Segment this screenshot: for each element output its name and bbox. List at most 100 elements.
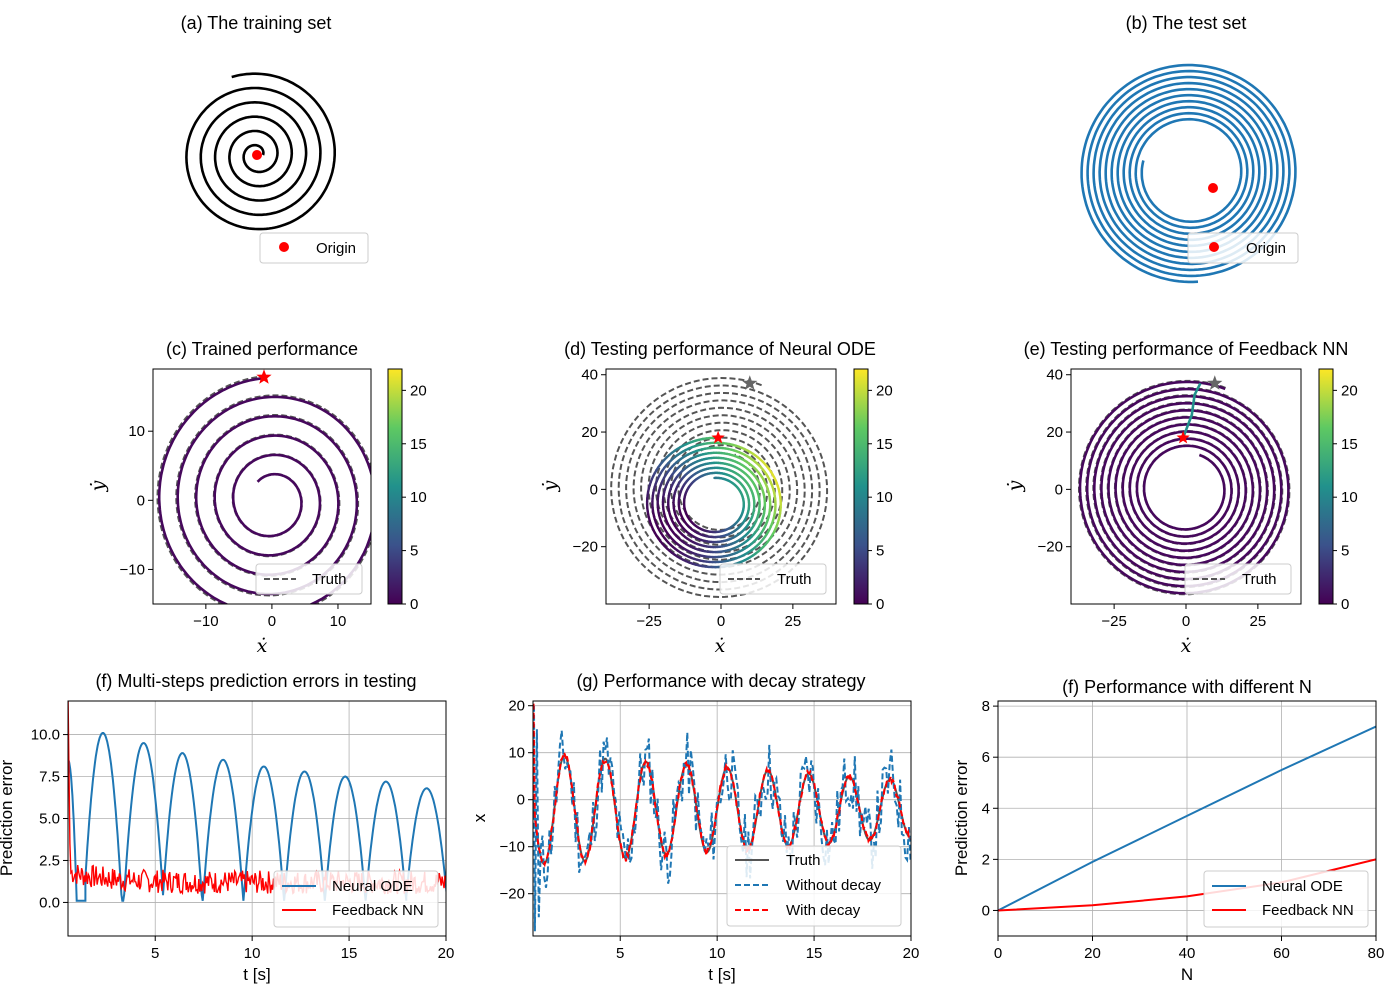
y-tick-label: 4 xyxy=(982,800,990,817)
panel-c-ylabel: ẏ xyxy=(87,480,109,492)
panel-g-ticks: 5 10 15 20 −20 −10 0 10 20 xyxy=(500,698,920,962)
panel-f-legend-feedback-nn-label: Feedback NN xyxy=(332,902,424,919)
y-tick-label: 0 xyxy=(137,492,145,509)
panel-a-spiral xyxy=(185,72,336,231)
panel-b-legend-box xyxy=(1187,232,1299,264)
x-tick-label: 60 xyxy=(1273,945,1290,962)
panel-d-title: (d) Testing performance of Neural ODE xyxy=(564,339,876,359)
colorbar-gradient xyxy=(1318,368,1334,605)
x-tick-label: 20 xyxy=(438,945,455,962)
colorbar-tick-label: 5 xyxy=(410,543,418,560)
panel-a-legend-box xyxy=(259,232,369,264)
x-tick-label: 10 xyxy=(709,945,726,962)
panel-d-truth-start-star xyxy=(742,375,758,390)
panel-c-legend-truth-label: Truth xyxy=(312,571,346,588)
panel-h-legend: Neural ODE Feedback NN xyxy=(1203,870,1369,928)
panel-g-legend-box xyxy=(726,845,902,927)
panel-a-origin-point xyxy=(252,150,262,160)
x-tick-label: 0 xyxy=(268,613,276,630)
panel-d-ticks: −25 0 25 −20 0 20 40 xyxy=(573,367,802,630)
panel-b-legend: Origin xyxy=(1187,232,1299,264)
panel-c: (c) Trained performance −10 0 10 −10 0 10 ẋ ẏ… xyxy=(87,339,427,657)
panel-d-xlabel: ẋ xyxy=(715,635,726,657)
panel-a-legend-origin-label: Origin xyxy=(316,240,356,257)
panel-f-legend-neural-ode-label: Neural ODE xyxy=(332,878,413,895)
panel-b-legend-origin-label: Origin xyxy=(1246,240,1286,257)
colorbar-tick-label: 15 xyxy=(1341,436,1358,453)
panel-d-legend-truth-label: Truth xyxy=(777,571,811,588)
colorbar-tick-label: 15 xyxy=(410,436,427,453)
panel-e-pred-start-star xyxy=(1176,430,1190,444)
x-tick-label: 0 xyxy=(994,945,1002,962)
panel-e-title: (e) Testing performance of Feedback NN xyxy=(1024,339,1349,359)
panel-g-with-decay-line xyxy=(533,701,911,868)
x-tick-label: 5 xyxy=(616,945,624,962)
panel-h-legend-feedback-nn-label: Feedback NN xyxy=(1262,902,1354,919)
y-tick-label: 5.0 xyxy=(39,811,60,828)
panel-a-title: (a) The training set xyxy=(181,13,332,33)
panel-e-ticks: −25 0 25 −20 0 20 40 xyxy=(1038,367,1267,630)
panel-c-legend: Truth xyxy=(255,563,363,595)
panel-a-curves xyxy=(185,72,336,231)
y-tick-label: 0.0 xyxy=(39,894,60,911)
panel-e-ylabel: ẏ xyxy=(1004,480,1026,492)
panel-g-legend-truth-label: Truth xyxy=(786,852,820,869)
panel-d-pred-start-star xyxy=(711,430,725,444)
panel-e-legend: Truth xyxy=(1184,563,1292,595)
panel-f-plot xyxy=(68,701,446,902)
x-tick-label: 10 xyxy=(330,613,347,630)
y-tick-label: 20 xyxy=(508,698,525,715)
y-tick-label: 40 xyxy=(1046,367,1063,384)
y-tick-label: 8 xyxy=(982,698,990,715)
y-tick-label: −20 xyxy=(500,886,525,903)
panel-c-xlabel: ẋ xyxy=(257,635,268,657)
panel-b-title: (b) The test set xyxy=(1126,13,1247,33)
panel-h-ticks: 0 20 40 60 80 0 2 4 6 8 xyxy=(982,698,1385,962)
panel-h: (f) Performance with different N 0 20 40 60… xyxy=(952,677,1384,984)
panel-h-neural-ode-line xyxy=(998,725,1376,912)
y-tick-label: 20 xyxy=(1046,424,1063,441)
panel-d: (d) Testing performance of Neural ODE −2… xyxy=(539,339,893,657)
y-tick-label: 0 xyxy=(590,481,598,498)
colorbar-tick-label: 5 xyxy=(876,543,884,560)
panel-e-xlabel: ẋ xyxy=(1181,635,1192,657)
panel-g-legend: Truth Without decay With decay xyxy=(726,845,902,927)
panel-c-legend-box xyxy=(255,563,363,595)
x-tick-label: 0 xyxy=(717,613,725,630)
panel-g-title: (g) Performance with decay strategy xyxy=(576,671,865,691)
panel-a-legend-origin-marker xyxy=(279,242,289,252)
panel-a-legend: Origin xyxy=(259,232,369,264)
y-tick-label: −10 xyxy=(120,561,145,578)
panel-d-legend: Truth xyxy=(719,563,827,595)
colorbar-tick-label: 10 xyxy=(876,489,893,506)
panel-b-spiral xyxy=(1080,63,1297,284)
x-tick-label: 0 xyxy=(1182,613,1190,630)
panel-e-transient-curve xyxy=(1181,382,1202,439)
y-tick-label: 0 xyxy=(982,902,990,919)
colorbar-tick-label: 20 xyxy=(410,382,427,399)
panel-c-colorbar: 0 5 10 15 20 xyxy=(387,368,427,613)
x-tick-label: 20 xyxy=(1084,945,1101,962)
colorbar-tick-label: 0 xyxy=(1341,596,1349,613)
panel-c-frame xyxy=(152,368,372,605)
x-tick-label: −25 xyxy=(1101,613,1126,630)
panel-e-plot xyxy=(1078,375,1291,596)
panel-c-title: (c) Trained performance xyxy=(166,339,358,359)
x-tick-label: 40 xyxy=(1179,945,1196,962)
panel-b: (b) The test set Origin xyxy=(1080,13,1299,284)
panel-f-neural-ode-line xyxy=(68,732,446,902)
panel-e-legend-box xyxy=(1184,563,1292,595)
y-tick-label: 6 xyxy=(982,749,990,766)
panel-g-legend-without-decay-label: Without decay xyxy=(786,877,882,894)
panel-d-ylabel: ẏ xyxy=(539,480,561,492)
panel-h-ylabel: Prediction error xyxy=(952,760,971,877)
panel-b-curves xyxy=(1080,63,1297,284)
panel-f: (f) Multi-steps prediction errors in tes… xyxy=(0,671,454,984)
y-tick-label: 0 xyxy=(1055,481,1063,498)
panel-g: (g) Performance with decay strategy 5 10 1… xyxy=(470,671,920,984)
panel-d-plot xyxy=(610,375,829,599)
panel-f-feedback-nn-line xyxy=(68,701,446,896)
colorbar-tick-label: 20 xyxy=(876,382,893,399)
y-tick-label: 10.0 xyxy=(31,727,60,744)
